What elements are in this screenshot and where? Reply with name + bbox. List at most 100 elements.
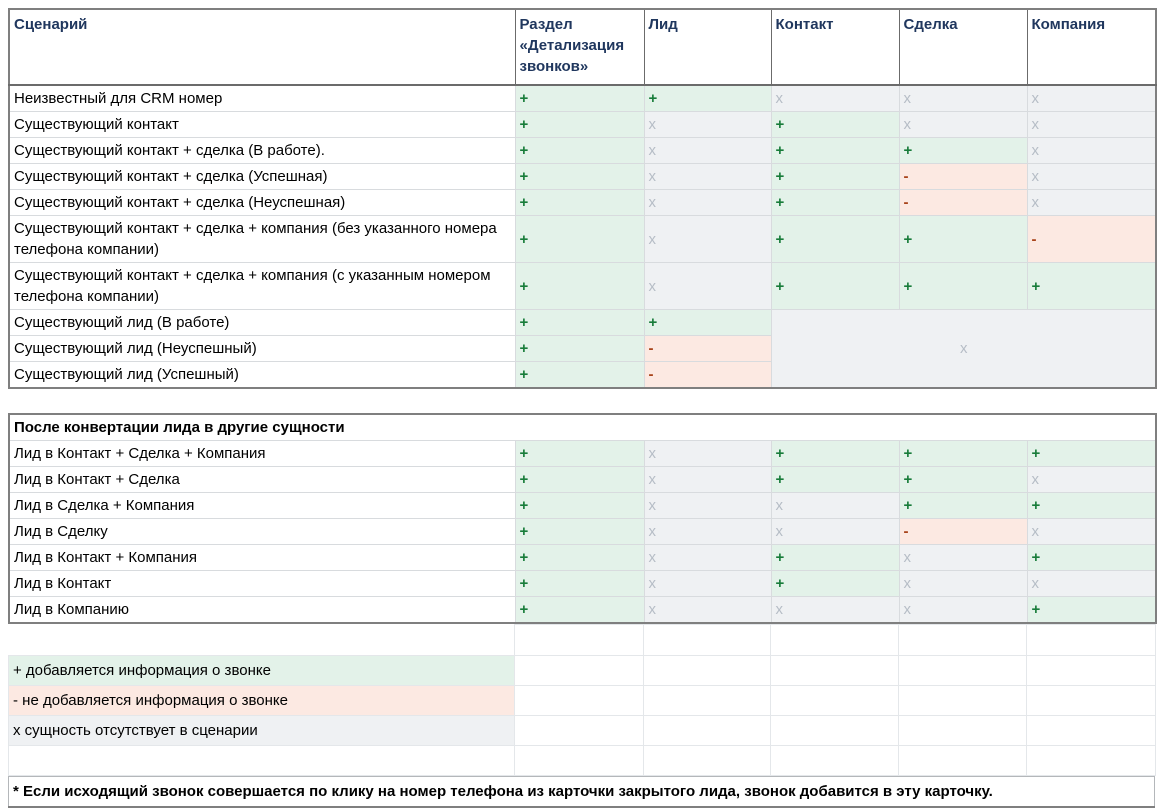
merged-absent-cell: x (770, 309, 1157, 389)
scenario-label: Неизвестный для CRM номер (8, 84, 516, 112)
scenario-label: Лид в Контакт + Сделка + Компания (8, 440, 516, 467)
value-cell: x (1026, 84, 1157, 112)
scenario-label: Лид в Контакт + Сделка (8, 466, 516, 493)
table-row: Существующий контакт + сделка + компания… (8, 215, 1157, 263)
column-header-contact: Контакт (770, 8, 900, 86)
value-cell: + (898, 215, 1028, 263)
footnote: * Если исходящий звонок совершается по к… (8, 776, 1155, 808)
value-cell: + (514, 492, 645, 519)
value-cell: + (898, 262, 1028, 310)
table-row: Существующий контакт + сделка (Успешная)… (8, 163, 1157, 190)
value-cell: + (898, 137, 1028, 164)
value-cell: x (1026, 111, 1157, 138)
value-cell: - (898, 163, 1028, 190)
section-header-row: После конвертации лида в другие сущности (8, 413, 1157, 441)
value-cell: + (514, 570, 645, 597)
scenario-label: Существующий лид (В работе) (8, 309, 516, 336)
value-cell: x (643, 215, 772, 263)
scenario-label: Существующий лид (Неуспешный) (8, 335, 516, 362)
value-cell: x (898, 111, 1028, 138)
table-row: Существующий лид (Неуспешный) + - (8, 335, 1156, 362)
value-cell: x (898, 570, 1028, 597)
scenario-label: Лид в Контакт + Компания (8, 544, 516, 571)
scenario-label: Лид в Сделку (8, 518, 516, 545)
legend-item-plus: + добавляется информация о звонке (8, 655, 515, 686)
value-cell: + (1026, 440, 1157, 467)
value-cell: x (643, 518, 772, 545)
value-cell: x (1026, 466, 1157, 493)
value-cell: x (643, 440, 772, 467)
value-cell: + (514, 596, 645, 624)
column-header-scenario: Сценарий (8, 8, 516, 86)
value-cell: + (898, 466, 1028, 493)
value-cell: + (1026, 596, 1157, 624)
value-cell: x (643, 596, 772, 624)
value-cell: + (514, 361, 645, 389)
value-cell: + (770, 440, 900, 467)
value-cell: x (643, 137, 772, 164)
value-cell: + (643, 84, 772, 112)
scenario-label: Существующий контакт + сделка (Успешная) (8, 163, 516, 190)
value-cell: x (1026, 163, 1157, 190)
value-cell: x (770, 596, 900, 624)
legend-row-minus: - не добавляется информация о звонке (8, 685, 1156, 716)
conversion-table: После конвертации лида в другие сущности… (8, 413, 1158, 624)
value-cell: + (514, 84, 645, 112)
table-row: Лид в Компанию + x x x + (8, 596, 1157, 624)
value-cell: + (770, 137, 900, 164)
value-cell: - (898, 189, 1028, 216)
crm-call-scenarios-sheet: Сценарий Раздел «Детализация звонков» Ли… (8, 8, 1158, 808)
scenario-label: Существующий контакт + сделка (В работе)… (8, 137, 516, 164)
value-cell: x (1026, 137, 1157, 164)
spacer (8, 389, 1155, 413)
table-row: Существующий контакт + сделка (Неуспешна… (8, 189, 1157, 216)
value-cell: + (514, 466, 645, 493)
legend-row-x: x сущность отсутствует в сценарии (8, 715, 1156, 746)
value-cell: x (643, 189, 772, 216)
scenario-label: Существующий контакт (8, 111, 516, 138)
value-cell: x (643, 544, 772, 571)
table-row: Лид в Сделка + Компания + x x + + (8, 492, 1157, 519)
table-row: Существующий лид (Успешный) + - (8, 361, 1156, 389)
empty-row (8, 624, 1156, 656)
value-cell: - (898, 518, 1028, 545)
value-cell: x (1026, 518, 1157, 545)
value-cell: x (770, 492, 900, 519)
table-row: Существующий контакт + сделка + компания… (8, 262, 1157, 310)
value-cell: + (514, 163, 645, 190)
table-row: Существующий контакт + сделка (В работе)… (8, 137, 1157, 164)
value-cell: x (1026, 189, 1157, 216)
value-cell: + (514, 215, 645, 263)
scenarios-table: Сценарий Раздел «Детализация звонков» Ли… (8, 8, 1157, 389)
value-cell: x (643, 111, 772, 138)
value-cell: + (1026, 492, 1157, 519)
value-cell: + (770, 111, 900, 138)
scenario-label: Существующий лид (Успешный) (8, 361, 516, 389)
value-cell: - (643, 361, 772, 389)
scenario-label: Существующий контакт + сделка + компания… (8, 262, 516, 310)
value-cell: + (770, 466, 900, 493)
value-cell: + (1026, 544, 1157, 571)
column-header-company: Компания (1026, 8, 1157, 86)
value-cell: - (1026, 215, 1157, 263)
footnote-row: * Если исходящий звонок совершается по к… (8, 776, 1155, 808)
value-cell: x (770, 518, 900, 545)
value-cell: + (770, 262, 900, 310)
value-cell: + (514, 111, 645, 138)
table-row: Лид в Контакт + x + x x (8, 570, 1157, 597)
value-cell: + (514, 335, 645, 362)
legend-item-minus: - не добавляется информация о звонке (8, 685, 515, 716)
section-title: После конвертации лида в другие сущности (8, 413, 1157, 441)
value-cell: + (770, 163, 900, 190)
footnote-table: * Если исходящий звонок совершается по к… (8, 776, 1155, 808)
value-cell: + (514, 262, 645, 310)
value-cell: x (643, 570, 772, 597)
value-cell: x (1026, 570, 1157, 597)
value-cell: + (770, 189, 900, 216)
table-row: Лид в Контакт + Компания + x + x + (8, 544, 1157, 571)
column-header-deal: Сделка (898, 8, 1028, 86)
legend-table: + добавляется информация о звонке - не д… (8, 624, 1156, 776)
value-cell: + (514, 518, 645, 545)
empty-row (8, 745, 1156, 776)
table-row: Лид в Контакт + Сделка + x + + x (8, 466, 1157, 493)
